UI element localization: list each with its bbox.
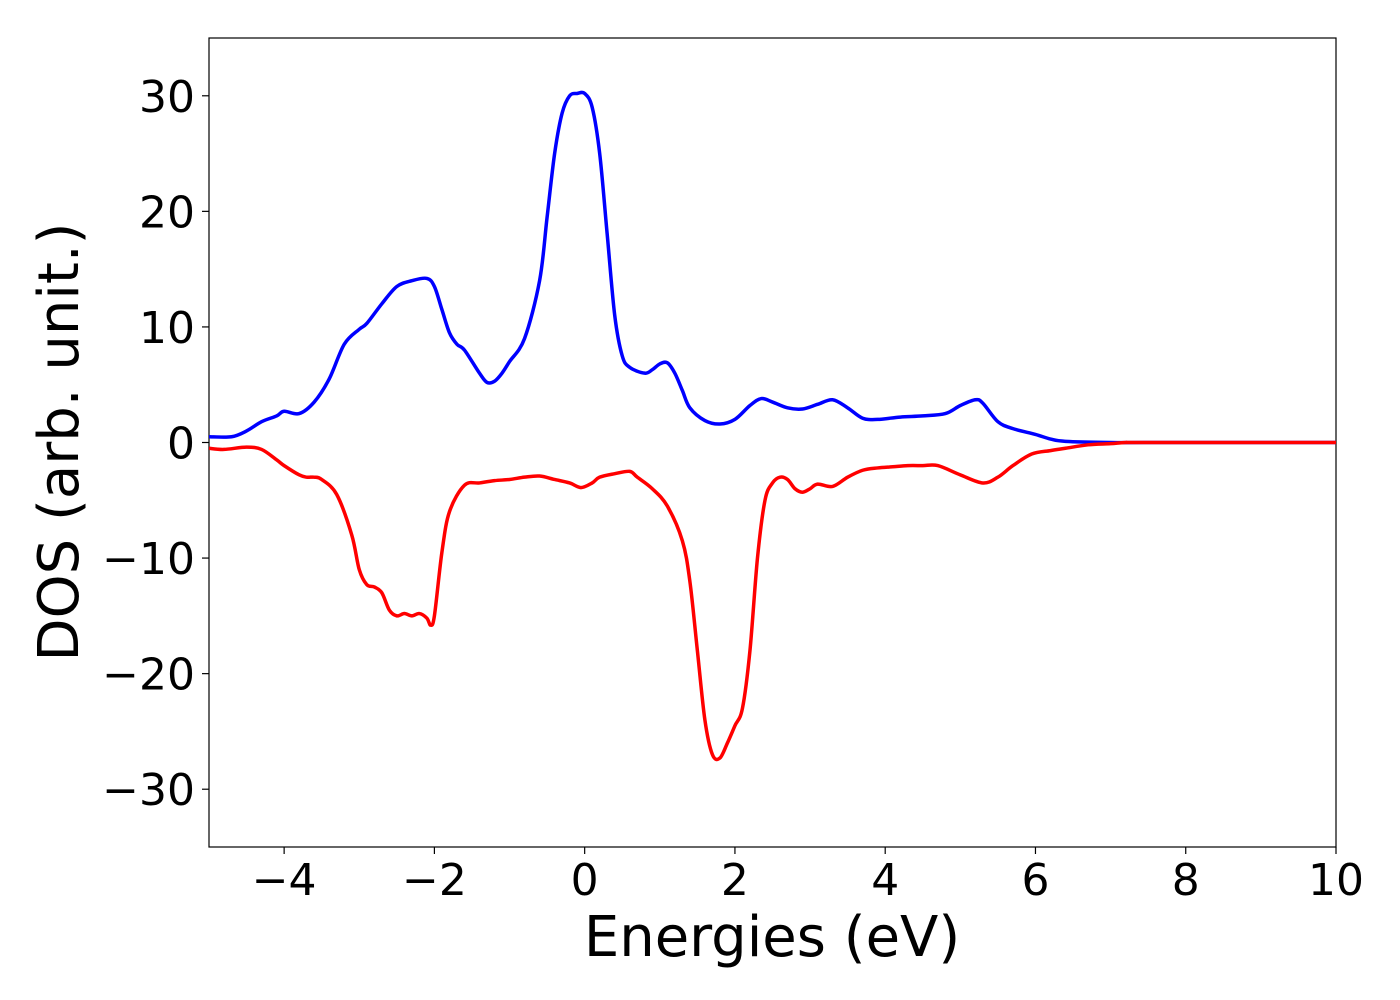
- x-tick-label: 2: [721, 855, 749, 906]
- dos-series-red-line: [209, 440, 1336, 762]
- y-tick-label: 20: [139, 187, 195, 238]
- x-tick-label: 8: [1172, 855, 1200, 906]
- x-tick-label: 4: [871, 855, 899, 906]
- x-tick-label: 6: [1021, 855, 1049, 906]
- dos-series-blue-line: [209, 90, 1336, 445]
- x-tick-label: 0: [571, 855, 599, 906]
- series-layer: [209, 90, 1336, 762]
- x-axis-ticks: −4 −2 0 2 4 6 8 10: [252, 847, 1364, 906]
- y-tick-label: 0: [167, 419, 195, 470]
- x-tick-label: −2: [402, 855, 467, 906]
- y-tick-label: −20: [102, 650, 195, 701]
- y-tick-label: −30: [102, 765, 195, 816]
- y-tick-label: −10: [102, 534, 195, 585]
- y-tick-label: 30: [139, 72, 195, 123]
- y-tick-label: 10: [139, 303, 195, 354]
- y-axis-label: DOS (arb. unit.): [27, 222, 92, 661]
- x-axis-label: Energies (eV): [584, 905, 960, 970]
- x-tick-label: −4: [252, 855, 317, 906]
- y-axis-ticks: −30 −20 −10 0 10 20 30: [102, 72, 209, 816]
- x-tick-label: 10: [1308, 855, 1364, 906]
